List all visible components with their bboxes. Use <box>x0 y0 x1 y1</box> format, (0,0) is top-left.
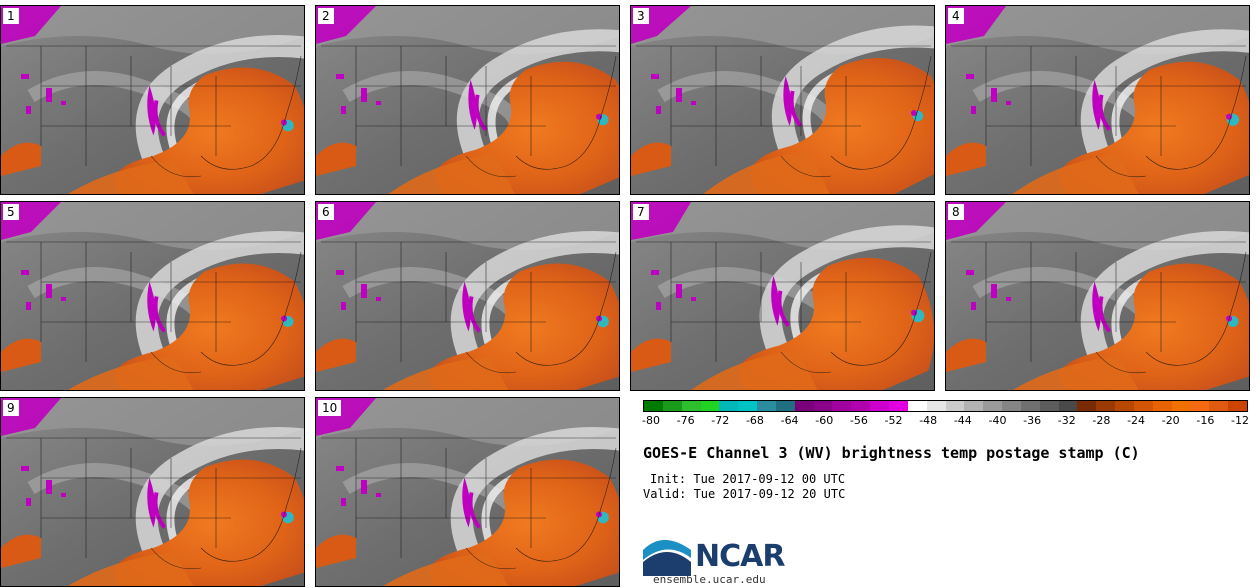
colorbar-segment <box>1077 401 1097 411</box>
colorbar-segment <box>1096 401 1116 411</box>
colorbar-segment <box>945 401 965 411</box>
colorbar-segment <box>1190 401 1210 411</box>
colorbar-tick-label: -20 <box>1161 414 1180 427</box>
colorbar-segment <box>983 401 1003 411</box>
colorbar-segment <box>888 401 908 411</box>
colorbar-segment <box>870 401 889 411</box>
colorbar-segment <box>832 401 852 411</box>
colorbar-segment <box>1133 401 1153 411</box>
stamp-number-label: 7 <box>633 204 649 220</box>
postage-stamp-2: 2 <box>315 5 620 195</box>
plot-title: GOES-E Channel 3 (WV) brightness temp po… <box>643 444 1140 462</box>
colorbar-segment <box>907 401 927 411</box>
colorbar-segment <box>1209 401 1229 411</box>
stamp-number-label: 2 <box>318 8 334 24</box>
water-vapor-map-image <box>1 202 304 390</box>
colorbar-tick-label: -80 <box>642 414 660 427</box>
colorbar-segment <box>964 401 984 411</box>
colorbar-tick-label: -64 <box>780 414 799 427</box>
colorbar-segment <box>1020 401 1040 411</box>
logo-text: NCAR <box>695 539 785 574</box>
colorbar-tick-label: -16 <box>1196 414 1215 427</box>
valid-time: Valid: Tue 2017-09-12 20 UTC <box>643 487 846 501</box>
colorbar-tick-label: -28 <box>1092 414 1111 427</box>
colorbar-tick-label: -52 <box>884 414 903 427</box>
colorbar-tick-label: -44 <box>953 414 972 427</box>
init-time: Init: Tue 2017-09-12 00 UTC <box>650 472 846 486</box>
water-vapor-map-image <box>316 398 619 586</box>
water-vapor-map-image <box>946 6 1249 194</box>
stamp-number-label: 4 <box>948 8 964 24</box>
colorbar-tick-label: -60 <box>815 414 834 427</box>
colorbar-segment <box>1039 401 1059 411</box>
postage-stamp-9: 9 <box>0 397 305 587</box>
colorbar-tick-label: -72 <box>711 414 730 427</box>
postage-stamp-3: 3 <box>630 5 935 195</box>
stamp-number-label: 10 <box>318 400 342 416</box>
colorbar-segment <box>1058 401 1078 411</box>
colorbar-segment <box>700 401 720 411</box>
ncar-logo-icon <box>643 540 691 576</box>
colorbar-segment <box>926 401 946 411</box>
water-vapor-map-image <box>1 6 304 194</box>
colorbar-segment <box>1115 401 1134 411</box>
colorbar-tick-label: -36 <box>1023 414 1042 427</box>
colorbar-segment <box>813 401 833 411</box>
colorbar-segment <box>1228 401 1247 411</box>
water-vapor-map-image <box>946 202 1249 390</box>
postage-stamp-8: 8 <box>945 201 1250 391</box>
water-vapor-map-image <box>1 398 304 586</box>
colorbar-segment <box>757 401 776 411</box>
logo-site: ensemble.ucar.edu <box>653 573 766 586</box>
postage-stamp-1: 1 <box>0 5 305 195</box>
colorbar-segment <box>738 401 758 411</box>
colorbar-segment <box>1171 401 1191 411</box>
colorbar-segment <box>644 401 663 411</box>
colorbar-segment <box>1152 401 1172 411</box>
postage-stamp-5: 5 <box>0 201 305 391</box>
water-vapor-map-image <box>316 6 619 194</box>
water-vapor-map-image <box>631 202 934 390</box>
colorbar-tick-label: -56 <box>849 414 868 427</box>
water-vapor-map-image <box>631 6 934 194</box>
colorbar-segment <box>662 401 682 411</box>
postage-stamp-6: 6 <box>315 201 620 391</box>
stamp-number-label: 1 <box>3 8 19 24</box>
water-vapor-map-image <box>316 202 619 390</box>
stamp-number-label: 6 <box>318 204 334 220</box>
postage-stamp-10: 10 <box>315 397 620 587</box>
colorbar-tick-label: -48 <box>919 414 938 427</box>
postage-stamp-7: 7 <box>630 201 935 391</box>
postage-stamp-4: 4 <box>945 5 1250 195</box>
colorbar-segment <box>681 401 701 411</box>
colorbar-segment <box>794 401 814 411</box>
colorbar-tick-label: -12 <box>1231 414 1249 427</box>
colorbar-tick-label: -24 <box>1127 414 1146 427</box>
colorbar <box>643 400 1248 412</box>
colorbar-ticks: -80 -76 -72 -68 -64 -60 -56 -52 -48 -44 -40 -36 -32 -… <box>642 414 1249 430</box>
colorbar-tick-label: -40 <box>988 414 1007 427</box>
stamp-number-label: 3 <box>633 8 649 24</box>
colorbar-segment <box>851 401 871 411</box>
colorbar-tick-label: -76 <box>676 414 695 427</box>
colorbar-tick-label: -68 <box>745 414 764 427</box>
colorbar-segment <box>1002 401 1021 411</box>
colorbar-segment <box>775 401 795 411</box>
stamp-number-label: 9 <box>3 400 19 416</box>
stamp-number-label: 8 <box>948 204 964 220</box>
colorbar-tick-label: -32 <box>1057 414 1076 427</box>
colorbar-segment <box>719 401 739 411</box>
stamp-number-label: 5 <box>3 204 19 220</box>
